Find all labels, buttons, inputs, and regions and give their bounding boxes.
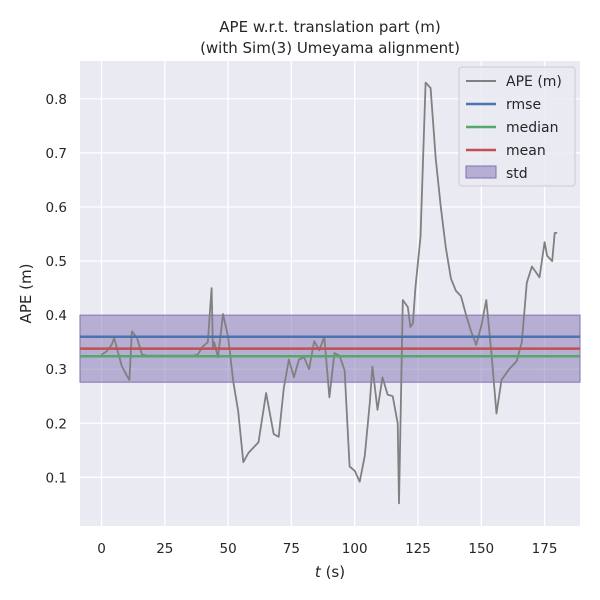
y-tick-label: 0.6 — [46, 200, 67, 216]
chart-subtitle: (with Sim(3) Umeyama alignment) — [200, 39, 460, 57]
legend-box — [458, 66, 576, 187]
x-tick-labels: 0 25 50 75 100 125 150 175 — [97, 541, 557, 557]
legend-swatch-std — [465, 165, 497, 179]
legend-label-std: std — [506, 166, 528, 182]
x-tick-label: 150 — [468, 541, 494, 557]
x-tick-label: 0 — [97, 541, 106, 557]
y-tick-labels: 0.1 0.2 0.3 0.4 0.5 0.6 0.7 0.8 — [46, 92, 67, 486]
y-tick-label: 0.4 — [46, 308, 67, 324]
y-axis-label: APE (m) — [17, 264, 35, 324]
legend-label-median: median — [506, 120, 558, 136]
x-tick-label: 100 — [342, 541, 368, 557]
y-tick-label: 0.5 — [46, 254, 67, 270]
x-tick-label: 25 — [156, 541, 173, 557]
y-tick-label: 0.3 — [46, 362, 67, 378]
legend: APE (m) rmse median mean std — [458, 66, 576, 187]
y-tick-label: 0.7 — [46, 146, 67, 162]
x-tick-label: 50 — [220, 541, 237, 557]
x-tick-label: 75 — [283, 541, 300, 557]
legend-label-rmse: rmse — [506, 97, 541, 113]
x-tick-label: 125 — [405, 541, 431, 557]
x-axis-var: t — [315, 563, 322, 581]
legend-label-ape: APE (m) — [506, 74, 562, 90]
y-tick-label: 0.2 — [46, 416, 67, 432]
x-axis-label: t (s) — [315, 563, 345, 581]
y-tick-label: 0.1 — [46, 470, 67, 486]
x-tick-label: 175 — [532, 541, 558, 557]
y-tick-label: 0.8 — [46, 92, 67, 108]
chart-title: APE w.r.t. translation part (m) — [219, 18, 440, 36]
x-axis-unit: (s) — [321, 563, 345, 581]
stat-lines-layer — [80, 335, 580, 358]
legend-label-mean: mean — [506, 143, 546, 159]
